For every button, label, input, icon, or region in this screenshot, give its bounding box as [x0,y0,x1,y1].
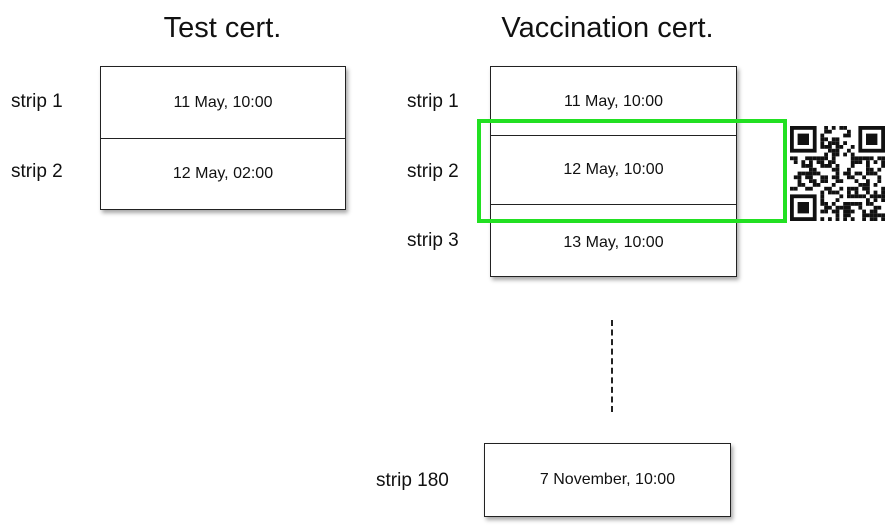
test-strip-1-label: strip 1 [11,91,63,112]
vaccination-cert-box: 11 May, 10:00 12 May, 10:00 13 May, 10:0… [490,66,737,277]
vacc-strip-divider-2 [491,204,736,205]
vacc-strip-180-date: 7 November, 10:00 [539,471,676,488]
vacc-strip-2-date: 12 May, 10:00 [563,161,664,178]
vacc-strip-2-label: strip 2 [407,161,459,182]
vacc-strip-3-label: strip 3 [407,230,459,251]
ellipsis-dashed-line [611,320,613,412]
vacc-strip-1-date: 11 May, 10:00 [563,93,664,110]
test-cert-box: 11 May, 10:00 12 May, 02:00 [100,66,346,210]
vacc-strip-3-date: 13 May, 10:00 [563,234,664,251]
vaccination-cert-title: Vaccination cert. [501,12,714,44]
qr-coverage-highlight [477,119,787,223]
qr-code-icon [790,126,885,221]
test-strip-2-date: 12 May, 02:00 [172,165,274,182]
test-cert-title: Test cert. [163,12,282,44]
vacc-strip-180-label: strip 180 [376,470,449,491]
vacc-strip-divider-1 [491,135,736,136]
test-strip-1-date: 11 May, 10:00 [173,93,273,111]
vacc-strip-180-box: 7 November, 10:00 [484,443,731,517]
test-strip-2-label: strip 2 [11,161,63,182]
test-strip-divider [101,138,345,139]
vacc-strip-1-label: strip 1 [407,91,459,112]
